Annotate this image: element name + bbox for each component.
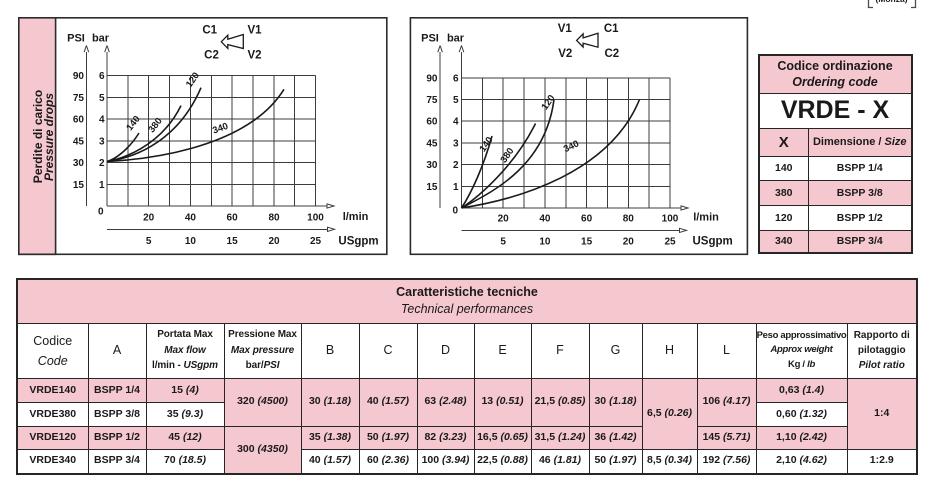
svg-text:0: 0 <box>452 206 458 217</box>
svg-text:USgpm: USgpm <box>338 236 378 248</box>
svg-text:V1: V1 <box>247 25 262 37</box>
svg-text:25: 25 <box>664 237 676 248</box>
svg-text:1: 1 <box>99 180 105 191</box>
svg-text:25: 25 <box>310 236 322 247</box>
svg-text:V1: V1 <box>558 23 573 35</box>
svg-text:bar: bar <box>92 33 110 45</box>
svg-text:USgpm: USgpm <box>693 236 733 248</box>
svg-text:2: 2 <box>99 158 105 169</box>
svg-text:V2: V2 <box>558 48 572 60</box>
svg-text:80: 80 <box>623 214 635 225</box>
svg-text:l/min: l/min <box>343 211 369 223</box>
svg-text:100: 100 <box>307 213 324 224</box>
svg-text:10: 10 <box>539 237 551 248</box>
svg-text:100: 100 <box>662 214 679 225</box>
svg-text:Pressure drops: Pressure drops <box>42 93 56 181</box>
svg-text:30: 30 <box>426 160 438 171</box>
svg-text:75: 75 <box>73 93 85 104</box>
svg-text:3: 3 <box>453 138 459 149</box>
svg-text:20: 20 <box>623 237 635 248</box>
svg-text:40: 40 <box>539 214 551 225</box>
svg-text:60: 60 <box>581 214 593 225</box>
svg-text:15: 15 <box>73 180 85 191</box>
svg-text:(Monza): (Monza) <box>875 0 907 4</box>
svg-text:10: 10 <box>185 236 197 247</box>
svg-text:45: 45 <box>426 138 438 149</box>
svg-text:l/min: l/min <box>693 212 719 224</box>
svg-text:bar: bar <box>447 33 465 45</box>
svg-text:5: 5 <box>146 236 152 247</box>
svg-text:C1: C1 <box>604 23 619 35</box>
svg-text:80: 80 <box>268 213 280 224</box>
svg-text:1: 1 <box>453 182 459 193</box>
svg-text:40: 40 <box>185 213 197 224</box>
svg-text:5: 5 <box>99 93 105 104</box>
svg-text:V2: V2 <box>247 50 261 62</box>
svg-text:60: 60 <box>73 115 85 126</box>
svg-text:90: 90 <box>73 71 85 82</box>
svg-text:340: 340 <box>211 121 230 137</box>
svg-text:20: 20 <box>143 213 155 224</box>
svg-text:20: 20 <box>498 214 510 225</box>
svg-text:C1: C1 <box>202 25 217 37</box>
svg-text:15: 15 <box>227 236 239 247</box>
svg-text:C2: C2 <box>604 48 619 60</box>
svg-text:6: 6 <box>453 73 459 84</box>
svg-text:5: 5 <box>500 237 506 248</box>
svg-text:15: 15 <box>426 182 438 193</box>
svg-text:Perdite di carico: Perdite di carico <box>31 90 45 183</box>
svg-text:3: 3 <box>99 136 105 147</box>
svg-text:15: 15 <box>581 237 593 248</box>
svg-text:PSI: PSI <box>421 33 439 45</box>
svg-text:30: 30 <box>73 158 85 169</box>
svg-text:60: 60 <box>426 117 438 128</box>
svg-text:6: 6 <box>99 71 105 82</box>
svg-text:4: 4 <box>453 117 459 128</box>
svg-text:5: 5 <box>453 95 459 106</box>
svg-text:75: 75 <box>426 95 438 106</box>
svg-text:2: 2 <box>453 160 459 171</box>
svg-text:20: 20 <box>268 236 280 247</box>
svg-text:0: 0 <box>98 207 104 218</box>
svg-text:C2: C2 <box>204 50 219 62</box>
svg-text:90: 90 <box>426 73 438 84</box>
svg-text:45: 45 <box>73 136 85 147</box>
svg-text:PSI: PSI <box>67 33 85 45</box>
svg-text:4: 4 <box>99 115 105 126</box>
svg-text:60: 60 <box>227 213 239 224</box>
